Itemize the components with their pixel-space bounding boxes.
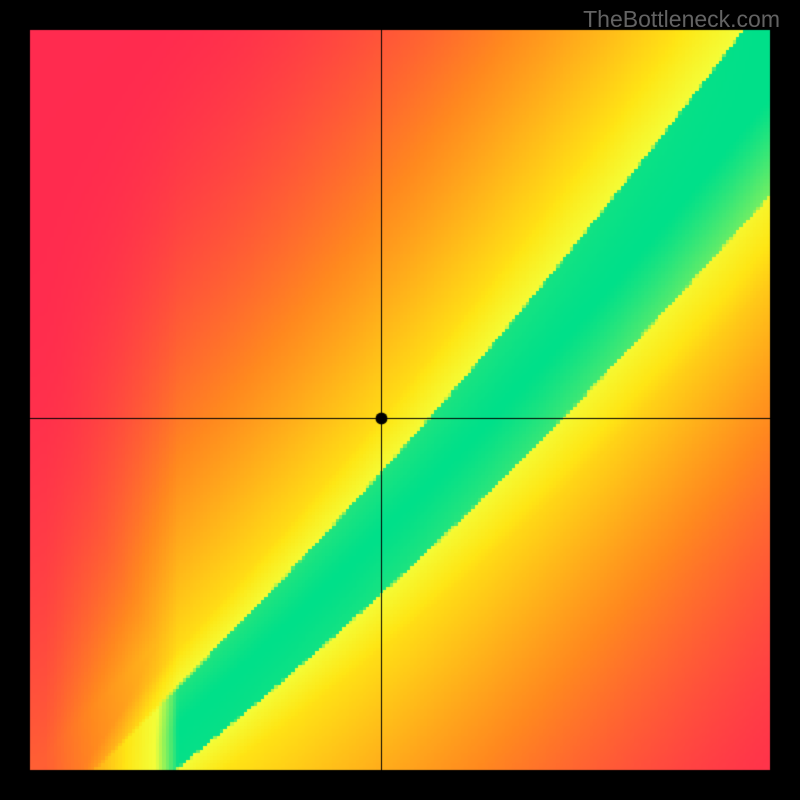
bottleneck-heatmap (0, 0, 800, 800)
watermark-text: TheBottleneck.com (583, 6, 780, 33)
